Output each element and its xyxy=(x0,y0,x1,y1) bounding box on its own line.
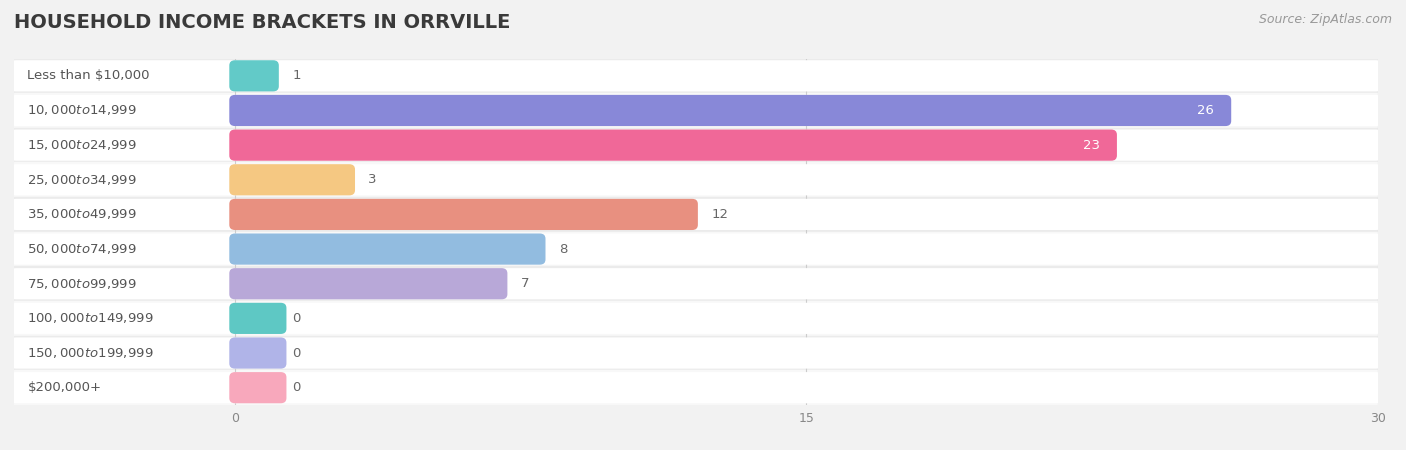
Text: 1: 1 xyxy=(292,69,301,82)
FancyBboxPatch shape xyxy=(229,268,508,299)
Text: Less than $10,000: Less than $10,000 xyxy=(27,69,150,82)
FancyBboxPatch shape xyxy=(10,268,1382,299)
Text: $25,000 to $34,999: $25,000 to $34,999 xyxy=(27,173,136,187)
FancyBboxPatch shape xyxy=(229,199,697,230)
Bar xyxy=(14,336,1378,370)
Bar xyxy=(14,162,1378,197)
FancyBboxPatch shape xyxy=(229,164,354,195)
FancyBboxPatch shape xyxy=(229,372,287,403)
Text: $50,000 to $74,999: $50,000 to $74,999 xyxy=(27,242,136,256)
Bar xyxy=(235,135,254,156)
FancyBboxPatch shape xyxy=(10,60,1382,91)
FancyBboxPatch shape xyxy=(229,338,287,369)
FancyBboxPatch shape xyxy=(10,234,1382,265)
Bar xyxy=(14,266,1378,301)
FancyBboxPatch shape xyxy=(10,95,1382,126)
FancyBboxPatch shape xyxy=(229,234,546,265)
Text: 0: 0 xyxy=(292,312,301,325)
Text: 0: 0 xyxy=(292,381,301,394)
Bar xyxy=(235,342,254,364)
Text: 0: 0 xyxy=(292,346,301,360)
FancyBboxPatch shape xyxy=(229,303,287,334)
Bar xyxy=(14,128,1378,162)
Bar xyxy=(235,100,254,121)
FancyBboxPatch shape xyxy=(10,199,1382,230)
Bar xyxy=(235,273,254,294)
Bar xyxy=(235,204,254,225)
Bar xyxy=(235,169,254,190)
Text: 26: 26 xyxy=(1197,104,1213,117)
FancyBboxPatch shape xyxy=(229,60,278,91)
Text: 12: 12 xyxy=(711,208,728,221)
Text: $150,000 to $199,999: $150,000 to $199,999 xyxy=(27,346,153,360)
FancyBboxPatch shape xyxy=(229,95,1232,126)
Bar xyxy=(14,93,1378,128)
Text: Source: ZipAtlas.com: Source: ZipAtlas.com xyxy=(1258,14,1392,27)
Text: 8: 8 xyxy=(558,243,567,256)
Bar xyxy=(235,238,254,260)
Text: $75,000 to $99,999: $75,000 to $99,999 xyxy=(27,277,136,291)
Bar xyxy=(14,301,1378,336)
FancyBboxPatch shape xyxy=(10,164,1382,195)
Text: 7: 7 xyxy=(520,277,529,290)
FancyBboxPatch shape xyxy=(229,130,1116,161)
Bar xyxy=(235,308,254,329)
Bar xyxy=(14,370,1378,405)
Bar xyxy=(14,58,1378,93)
Bar xyxy=(14,232,1378,266)
FancyBboxPatch shape xyxy=(10,303,1382,334)
Text: 3: 3 xyxy=(368,173,377,186)
Text: $15,000 to $24,999: $15,000 to $24,999 xyxy=(27,138,136,152)
Text: 23: 23 xyxy=(1083,139,1099,152)
FancyBboxPatch shape xyxy=(10,130,1382,161)
Text: $200,000+: $200,000+ xyxy=(27,381,101,394)
FancyBboxPatch shape xyxy=(10,372,1382,403)
Text: $35,000 to $49,999: $35,000 to $49,999 xyxy=(27,207,136,221)
Text: $100,000 to $149,999: $100,000 to $149,999 xyxy=(27,311,153,325)
Text: $10,000 to $14,999: $10,000 to $14,999 xyxy=(27,104,136,117)
Bar xyxy=(14,197,1378,232)
Text: HOUSEHOLD INCOME BRACKETS IN ORRVILLE: HOUSEHOLD INCOME BRACKETS IN ORRVILLE xyxy=(14,14,510,32)
Bar xyxy=(235,65,254,86)
FancyBboxPatch shape xyxy=(10,338,1382,369)
Bar xyxy=(235,377,254,398)
